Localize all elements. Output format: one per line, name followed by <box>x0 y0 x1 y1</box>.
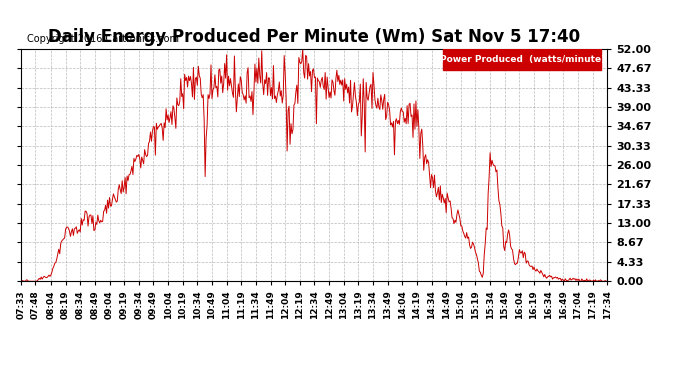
Title: Daily Energy Produced Per Minute (Wm) Sat Nov 5 17:40: Daily Energy Produced Per Minute (Wm) Sa… <box>48 28 580 46</box>
Text: Power Produced  (watts/minute): Power Produced (watts/minute) <box>440 55 604 64</box>
Text: Copyright 2016 Cartronics.com: Copyright 2016 Cartronics.com <box>26 34 179 44</box>
FancyBboxPatch shape <box>443 49 602 70</box>
